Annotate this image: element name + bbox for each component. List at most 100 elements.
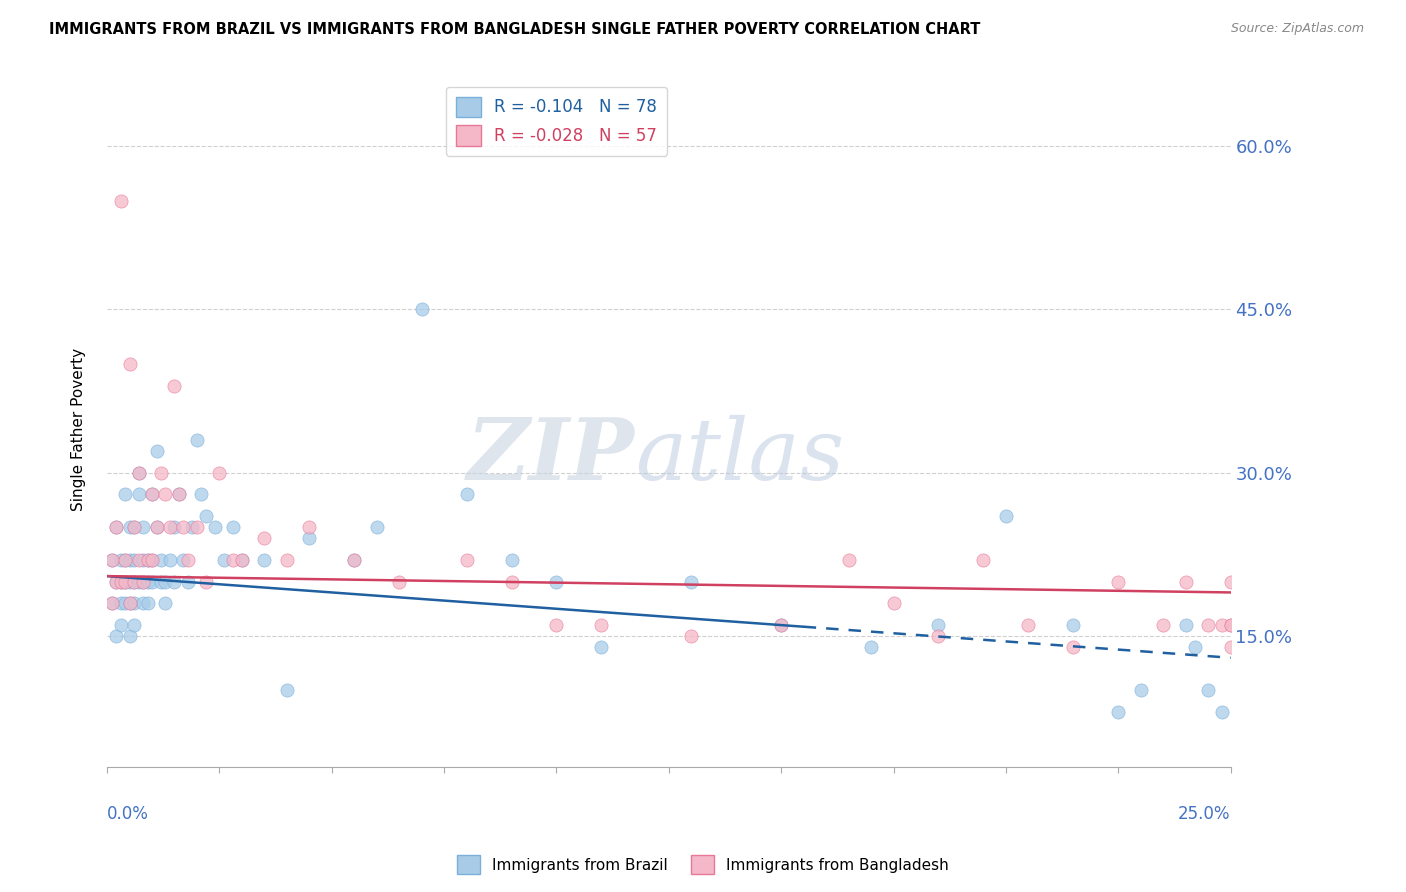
Point xyxy=(122,618,145,632)
Point xyxy=(105,629,128,643)
Point xyxy=(1152,618,1174,632)
Point xyxy=(100,596,122,610)
Point xyxy=(118,553,141,567)
Point xyxy=(1197,618,1219,632)
Point xyxy=(388,574,411,589)
Point xyxy=(190,487,212,501)
Point xyxy=(110,194,132,208)
Point xyxy=(1107,705,1129,719)
Point xyxy=(136,596,159,610)
Point xyxy=(128,553,150,567)
Point xyxy=(1107,574,1129,589)
Point xyxy=(128,487,150,501)
Point xyxy=(136,553,159,567)
Point xyxy=(770,618,793,632)
Text: IMMIGRANTS FROM BRAZIL VS IMMIGRANTS FROM BANGLADESH SINGLE FATHER POVERTY CORRE: IMMIGRANTS FROM BRAZIL VS IMMIGRANTS FRO… xyxy=(49,22,980,37)
Point xyxy=(105,574,128,589)
Point xyxy=(1062,640,1084,654)
Point xyxy=(114,487,136,501)
Point xyxy=(132,574,155,589)
Point xyxy=(110,596,132,610)
Point xyxy=(204,520,226,534)
Legend: R = -0.104   N = 78, R = -0.028   N = 57: R = -0.104 N = 78, R = -0.028 N = 57 xyxy=(446,87,666,155)
Point xyxy=(114,596,136,610)
Point xyxy=(118,520,141,534)
Point xyxy=(141,553,163,567)
Point xyxy=(118,574,141,589)
Point xyxy=(222,520,245,534)
Point xyxy=(128,466,150,480)
Point xyxy=(145,520,167,534)
Point xyxy=(1129,683,1152,698)
Point xyxy=(114,574,136,589)
Point xyxy=(118,629,141,643)
Point xyxy=(212,553,235,567)
Point xyxy=(172,553,194,567)
Point xyxy=(122,574,145,589)
Point xyxy=(186,520,208,534)
Point xyxy=(122,574,145,589)
Text: ZIP: ZIP xyxy=(467,415,636,498)
Point xyxy=(110,574,132,589)
Point xyxy=(927,618,949,632)
Point xyxy=(681,574,703,589)
Point xyxy=(591,618,613,632)
Point xyxy=(155,596,177,610)
Point xyxy=(155,574,177,589)
Point xyxy=(141,487,163,501)
Point xyxy=(276,553,298,567)
Point xyxy=(132,574,155,589)
Y-axis label: Single Father Poverty: Single Father Poverty xyxy=(72,348,86,511)
Point xyxy=(132,520,155,534)
Text: Source: ZipAtlas.com: Source: ZipAtlas.com xyxy=(1230,22,1364,36)
Point xyxy=(159,520,181,534)
Point xyxy=(222,553,245,567)
Point xyxy=(132,596,155,610)
Point xyxy=(456,553,478,567)
Point xyxy=(167,487,190,501)
Point xyxy=(118,357,141,371)
Point xyxy=(546,574,568,589)
Text: atlas: atlas xyxy=(636,415,844,498)
Point xyxy=(1219,640,1241,654)
Point xyxy=(1184,640,1206,654)
Point xyxy=(546,618,568,632)
Point xyxy=(122,520,145,534)
Point xyxy=(1211,705,1233,719)
Point xyxy=(118,596,141,610)
Point xyxy=(972,553,994,567)
Point xyxy=(1174,574,1197,589)
Point xyxy=(114,553,136,567)
Point xyxy=(110,574,132,589)
Point xyxy=(501,574,523,589)
Point xyxy=(681,629,703,643)
Point xyxy=(141,487,163,501)
Point xyxy=(1219,574,1241,589)
Text: 0.0%: 0.0% xyxy=(107,805,149,823)
Point xyxy=(231,553,253,567)
Point xyxy=(591,640,613,654)
Point xyxy=(128,466,150,480)
Point xyxy=(128,574,150,589)
Point xyxy=(110,618,132,632)
Point xyxy=(114,574,136,589)
Point xyxy=(1219,618,1241,632)
Point xyxy=(110,553,132,567)
Point xyxy=(145,520,167,534)
Point xyxy=(163,574,186,589)
Point xyxy=(231,553,253,567)
Point xyxy=(141,553,163,567)
Point xyxy=(172,520,194,534)
Point xyxy=(122,596,145,610)
Point xyxy=(366,520,388,534)
Point xyxy=(770,618,793,632)
Point xyxy=(1062,618,1084,632)
Point xyxy=(105,520,128,534)
Point xyxy=(253,531,276,545)
Point xyxy=(276,683,298,698)
Point xyxy=(194,574,217,589)
Point xyxy=(150,553,173,567)
Point xyxy=(150,574,173,589)
Point xyxy=(298,531,321,545)
Point xyxy=(159,553,181,567)
